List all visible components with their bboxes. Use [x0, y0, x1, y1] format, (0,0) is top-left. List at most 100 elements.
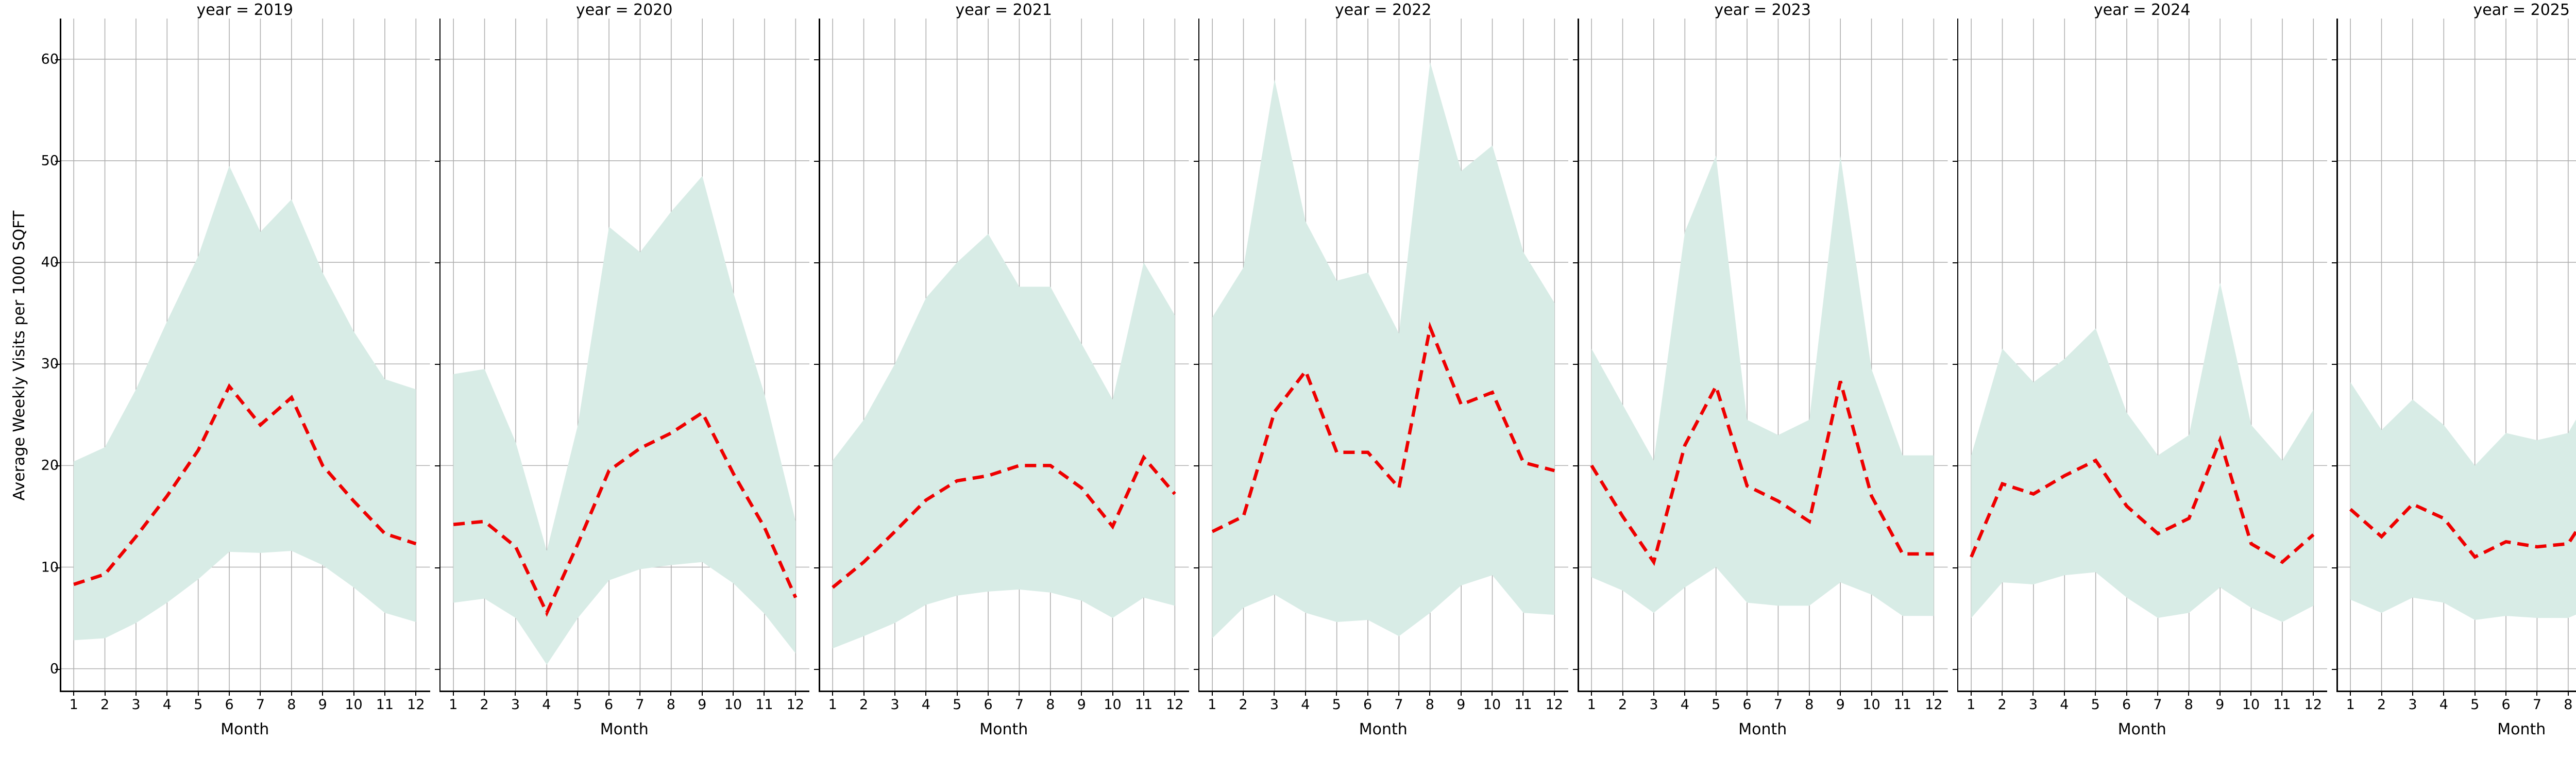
plot-area	[60, 19, 430, 691]
x-tick-label: 1	[69, 697, 78, 713]
x-tick-mark	[2381, 691, 2382, 696]
x-axis-label: Month	[2117, 720, 2166, 738]
x-tick-mark	[1081, 691, 1082, 696]
x-tick-label: 1	[2346, 697, 2355, 713]
y-tick-mark	[2332, 567, 2336, 568]
x-tick-mark	[2063, 691, 2065, 696]
x-tick-mark	[1304, 691, 1306, 696]
x-tick-mark	[452, 691, 454, 696]
x-tick-mark	[2157, 691, 2158, 696]
x-tick-mark	[166, 691, 168, 696]
x-tick-label: 2	[859, 697, 869, 713]
x-tick-label: 10	[1483, 697, 1501, 713]
x-tick-label: 2	[480, 697, 489, 713]
axis-spine-left	[819, 19, 820, 691]
percentile-band	[74, 165, 416, 641]
x-tick-mark	[2002, 691, 2003, 696]
x-tick-label: 10	[1104, 697, 1122, 713]
x-tick-label: 6	[225, 697, 234, 713]
x-axis-label: Month	[221, 720, 269, 738]
y-tick-mark	[814, 567, 819, 568]
x-tick-label: 12	[407, 697, 425, 713]
x-tick-label: 11	[2273, 697, 2291, 713]
x-tick-label: 3	[2408, 697, 2417, 713]
y-tick-mark	[814, 262, 819, 264]
median-line	[2349, 502, 2576, 559]
x-tick-label: 2	[1239, 697, 1248, 713]
x-tick-label: 12	[1545, 697, 1564, 713]
y-tick-mark	[2332, 262, 2336, 264]
percentile-band	[1212, 62, 1554, 638]
x-tick-label: 8	[1805, 697, 1814, 713]
y-tick-mark	[1573, 262, 1578, 264]
x-tick-label: 9	[1077, 697, 1086, 713]
x-tick-label: 10	[724, 697, 742, 713]
y-tick-mark	[1573, 465, 1578, 467]
x-tick-mark	[1367, 691, 1368, 696]
x-tick-mark	[104, 691, 106, 696]
x-tick-mark	[1492, 691, 1493, 696]
x-tick-mark	[1336, 691, 1337, 696]
y-tick-mark	[814, 59, 819, 60]
x-axis-label: Month	[600, 720, 649, 738]
x-tick-label: 11	[1514, 697, 1532, 713]
x-tick-mark	[1902, 691, 1903, 696]
axis-spine-left	[439, 19, 441, 691]
x-tick-label: 4	[162, 697, 172, 713]
x-tick-mark	[1112, 691, 1113, 696]
x-tick-mark	[73, 691, 75, 696]
x-tick-label: 2	[2377, 697, 2386, 713]
x-tick-label: 12	[2304, 697, 2323, 713]
x-tick-label: 4	[1301, 697, 1310, 713]
x-tick-label: 4	[1680, 697, 1689, 713]
x-tick-label: 12	[1925, 697, 1943, 713]
x-tick-label: 2	[1997, 697, 2007, 713]
x-tick-mark	[2095, 691, 2096, 696]
plot-area	[1198, 19, 1568, 691]
x-tick-mark	[484, 691, 485, 696]
x-tick-mark	[1243, 691, 1244, 696]
panel-title: year = 2024	[2094, 1, 2191, 19]
x-tick-label: 8	[2564, 697, 2573, 713]
x-tick-mark	[1522, 691, 1524, 696]
y-tick-mark	[434, 160, 439, 162]
y-tick-mark	[55, 668, 60, 670]
x-tick-label: 2	[1618, 697, 1628, 713]
x-tick-label: 8	[2184, 697, 2193, 713]
x-tick-mark	[2505, 691, 2507, 696]
x-tick-label: 3	[890, 697, 900, 713]
x-tick-label: 8	[1046, 697, 1055, 713]
y-tick-mark	[1193, 465, 1198, 467]
x-tick-mark	[291, 691, 292, 696]
x-tick-mark	[577, 691, 579, 696]
x-tick-label: 11	[376, 697, 394, 713]
y-tick-mark	[55, 160, 60, 162]
x-tick-label: 5	[573, 697, 582, 713]
facet-panel-2019: year = 2019 1 2 3 4 5 6 7 8 9 10 11 12 Month	[55, 1, 430, 738]
x-tick-label: 11	[755, 697, 773, 713]
axis-spine-bottom	[1198, 691, 1568, 692]
median-line	[1211, 321, 1555, 533]
y-tick-mark	[1573, 59, 1578, 60]
y-tick-mark	[1193, 668, 1198, 670]
x-tick-mark	[1274, 691, 1275, 696]
x-tick-mark	[925, 691, 927, 696]
x-tick-label: 5	[194, 697, 203, 713]
y-tick-mark	[1952, 160, 1957, 162]
x-tick-mark	[1019, 691, 1020, 696]
percentile-band	[1591, 156, 1934, 616]
x-tick-label: 3	[131, 697, 141, 713]
x-tick-label: 8	[1425, 697, 1434, 713]
y-tick-mark	[1573, 668, 1578, 670]
x-axis-label: Month	[2497, 720, 2546, 738]
x-tick-mark	[894, 691, 895, 696]
y-tick-mark	[2332, 465, 2336, 467]
panel-title: year = 2019	[196, 1, 294, 19]
axis-spine-bottom	[2336, 691, 2576, 692]
